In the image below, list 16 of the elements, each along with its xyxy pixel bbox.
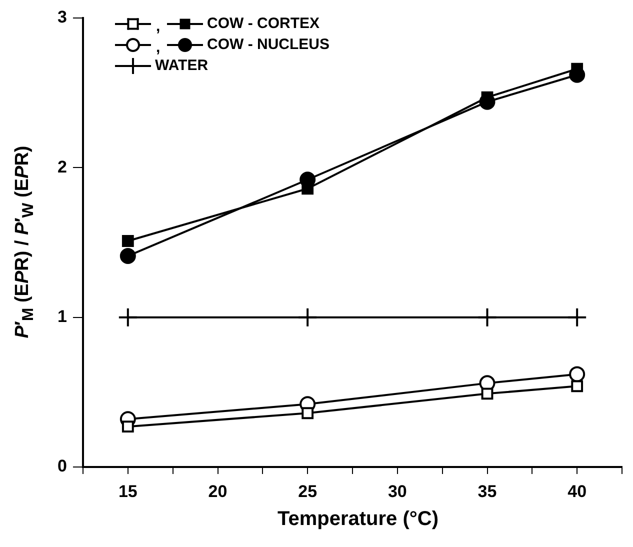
x-tick-label: 25	[298, 482, 318, 501]
y-tick-label: 2	[58, 157, 67, 176]
annotation: ,	[156, 39, 160, 56]
annotation: ,	[156, 18, 160, 36]
x-tick-label: 40	[568, 482, 587, 501]
y-tick-label: 3	[58, 8, 67, 27]
legend-label: COW - NUCLEUS	[207, 36, 330, 54]
y-tick-label: 1	[58, 307, 67, 326]
y-tick-label: 0	[58, 456, 67, 476]
x-axis-title: Temperature (°C)	[278, 508, 438, 531]
x-tick-label: 30	[388, 482, 407, 501]
x-tick-label: 20	[208, 482, 228, 501]
legend-label: COW - CORTEX	[207, 15, 320, 32]
x-tick-label: 35	[478, 482, 497, 501]
x-tick-label: 15	[118, 482, 138, 501]
legend-label: WATER	[155, 57, 208, 74]
